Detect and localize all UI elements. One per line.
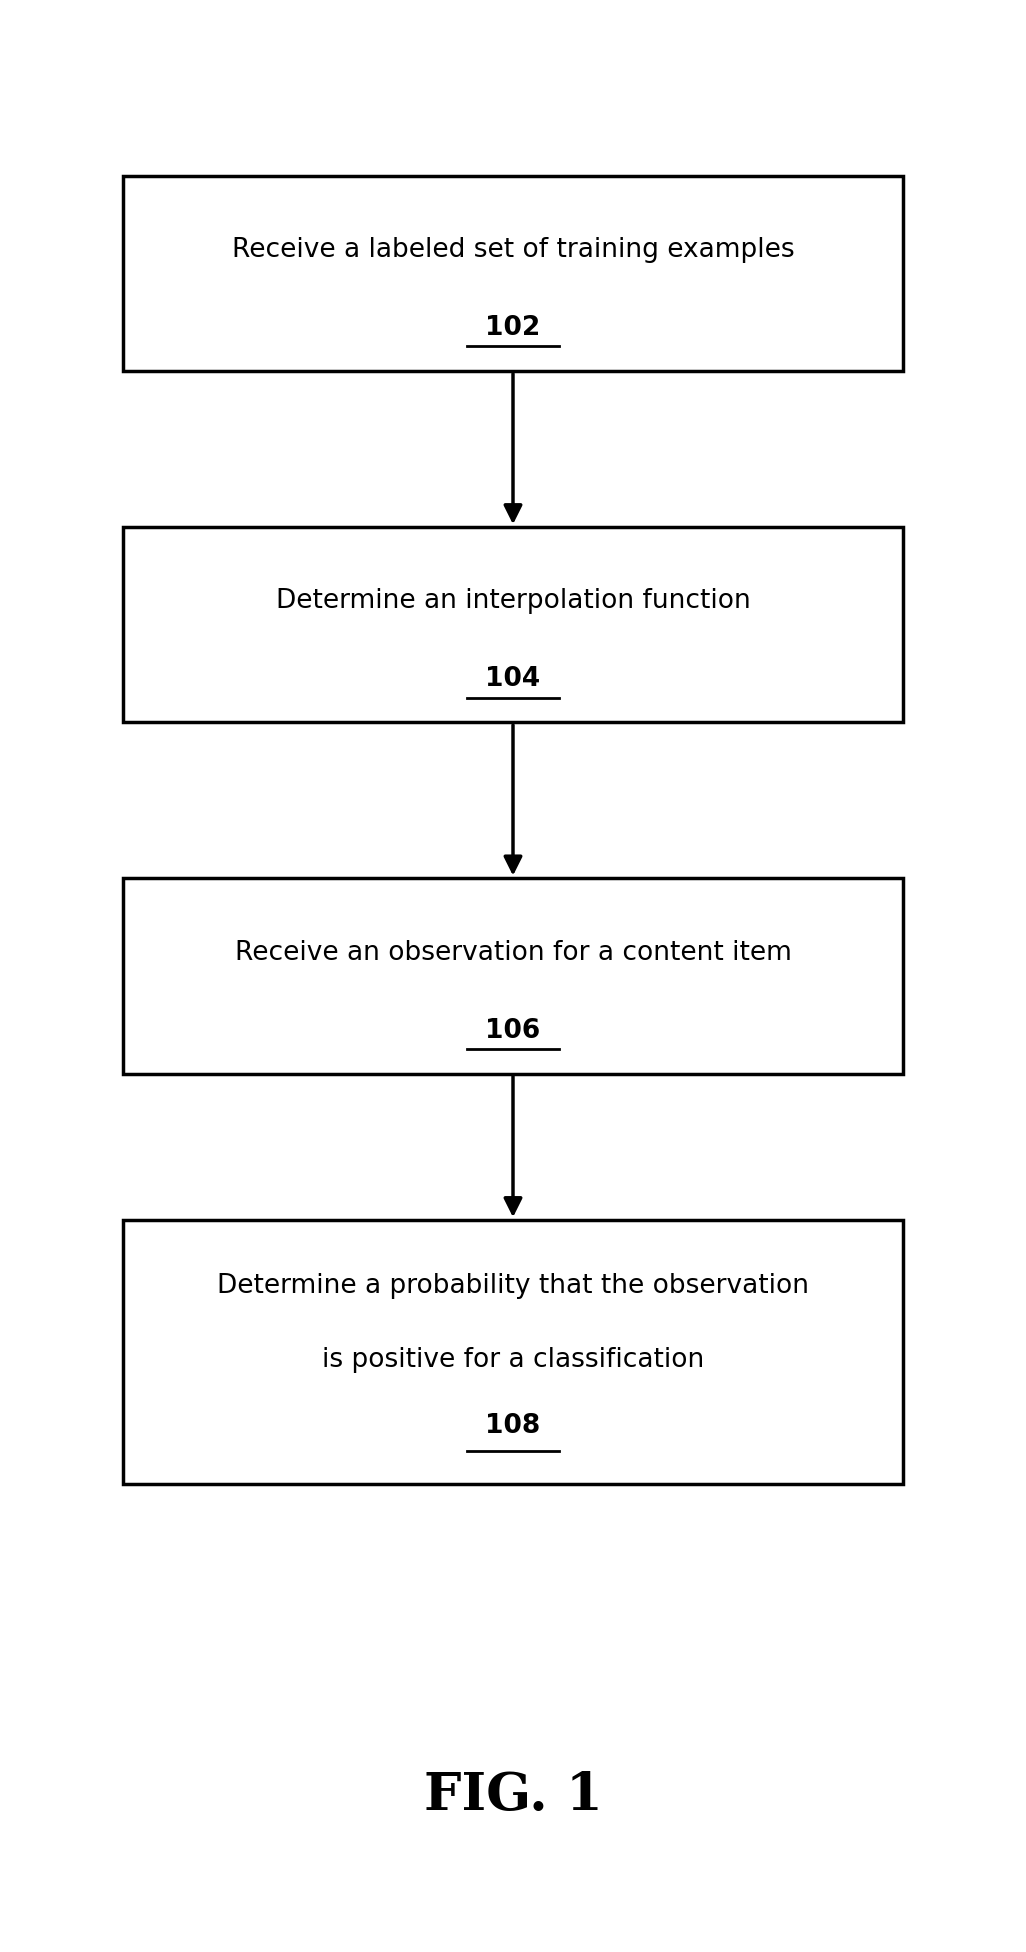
Text: Determine a probability that the observation: Determine a probability that the observa…: [218, 1273, 808, 1298]
Text: Determine an interpolation function: Determine an interpolation function: [276, 588, 750, 615]
FancyBboxPatch shape: [123, 878, 903, 1074]
Text: FIG. 1: FIG. 1: [424, 1770, 602, 1821]
Text: Receive a labeled set of training examples: Receive a labeled set of training exampl…: [232, 236, 794, 264]
Text: Receive an observation for a content item: Receive an observation for a content ite…: [235, 939, 791, 966]
Text: 108: 108: [485, 1413, 541, 1439]
Text: 102: 102: [485, 314, 541, 342]
FancyBboxPatch shape: [123, 176, 903, 371]
FancyBboxPatch shape: [123, 1220, 903, 1484]
Text: is positive for a classification: is positive for a classification: [322, 1347, 704, 1372]
Text: 104: 104: [485, 666, 541, 693]
FancyBboxPatch shape: [123, 527, 903, 722]
Text: 106: 106: [485, 1017, 541, 1044]
